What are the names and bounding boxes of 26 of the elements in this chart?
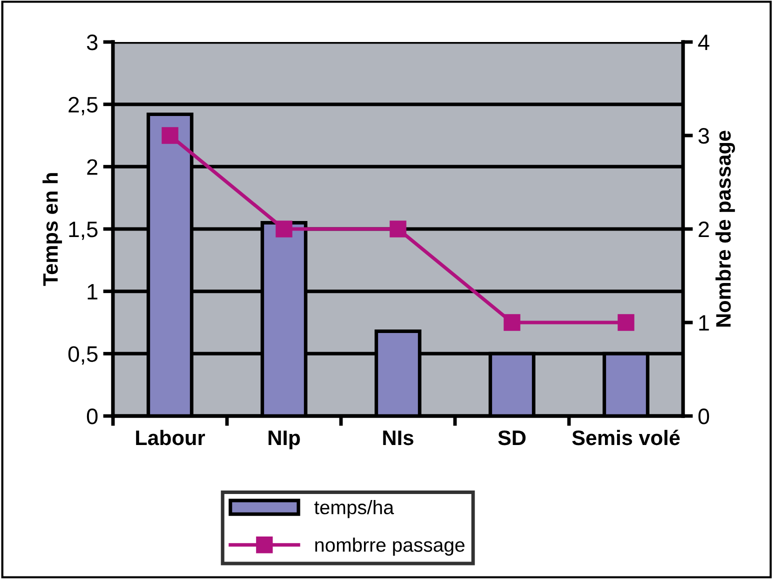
x-tick-label: Labour	[136, 430, 205, 446]
y-axis-title: Temps en h	[42, 173, 62, 286]
y-tick-label: 1,5	[69, 222, 98, 240]
x-tick-label: NIp	[268, 430, 300, 450]
y-tick-label: 2	[87, 159, 98, 175]
y2-tick-label: 1	[699, 315, 709, 331]
y-tick-label: 2,5	[68, 96, 98, 116]
y-tick-label: 0,5	[68, 346, 98, 365]
legend-label: temps/ha	[314, 500, 394, 518]
point	[618, 314, 634, 331]
y2-tick-label: 3	[698, 128, 709, 144]
point	[504, 314, 520, 331]
y-tick-label: 1	[88, 284, 98, 300]
point	[276, 220, 292, 238]
point	[162, 127, 178, 144]
y-tick-label: 3	[86, 34, 98, 50]
y2-tick-label: 4	[698, 34, 710, 50]
y2-tick-label: 2	[698, 222, 709, 238]
y-tick-label: 0	[86, 408, 98, 424]
y2-tick-label: 0	[698, 408, 710, 424]
x-tick-label: SD	[498, 430, 526, 446]
x-tick-label: NIs	[383, 430, 414, 446]
y2-axis-title: Nombre de passage	[715, 130, 736, 327]
x-tick-label: Semis volé	[572, 430, 680, 446]
legend-label: nombrre passage	[315, 538, 464, 556]
point	[390, 220, 406, 238]
